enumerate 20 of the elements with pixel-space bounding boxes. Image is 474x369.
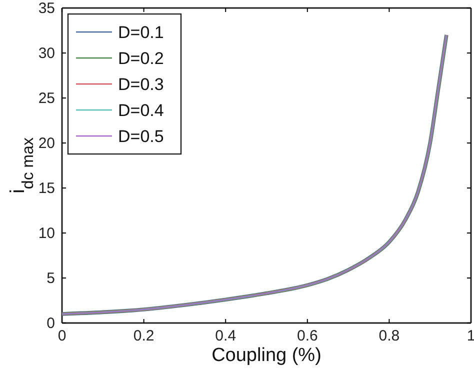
x-tick-label: 1 bbox=[466, 328, 474, 345]
y-tick-label: 10 bbox=[38, 224, 55, 242]
legend-label: D=0.4 bbox=[118, 101, 164, 120]
x-tick-label: 0.2 bbox=[133, 328, 154, 345]
y-tick-label: 5 bbox=[46, 270, 55, 287]
y-tick-label: 20 bbox=[38, 134, 55, 152]
x-axis-title: Coupling (%) bbox=[212, 345, 322, 366]
x-tick-label: 0.4 bbox=[215, 328, 236, 345]
legend-label: D=0.1 bbox=[118, 23, 164, 42]
x-tick-label: 0 bbox=[58, 328, 66, 345]
x-tick-label: 0.6 bbox=[296, 328, 318, 345]
y-tick-label: 25 bbox=[38, 90, 55, 107]
x-tick-label: 0.8 bbox=[378, 328, 400, 345]
legend-label: D=0.2 bbox=[118, 49, 164, 68]
y-tick-label: 30 bbox=[38, 44, 55, 62]
y-tick-label: 0 bbox=[46, 314, 55, 332]
y-tick-label: 35 bbox=[38, 0, 55, 17]
legend-label: D=0.3 bbox=[118, 75, 164, 94]
y-tick-label: 15 bbox=[38, 180, 55, 197]
legend-label: D=0.5 bbox=[118, 127, 164, 146]
